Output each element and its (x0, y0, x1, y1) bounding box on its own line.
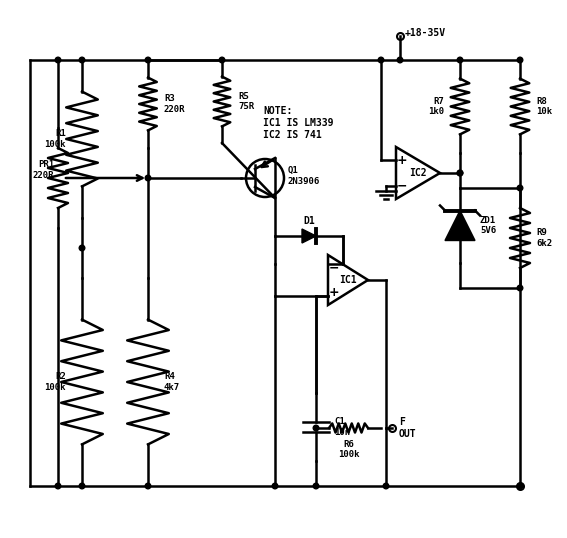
Circle shape (517, 185, 523, 191)
Circle shape (517, 285, 523, 291)
Text: R4
4k7: R4 4k7 (164, 372, 180, 392)
Text: R5
75R: R5 75R (238, 92, 254, 111)
Circle shape (457, 170, 463, 176)
Circle shape (145, 57, 151, 63)
Text: +: + (329, 286, 339, 299)
Text: NOTE:
IC1 IS LM339
IC2 IS 741: NOTE: IC1 IS LM339 IC2 IS 741 (263, 107, 333, 139)
Text: IC2: IC2 (409, 168, 427, 178)
Circle shape (383, 483, 389, 489)
Circle shape (145, 483, 151, 489)
Text: +18-35V: +18-35V (405, 28, 446, 38)
Polygon shape (302, 229, 316, 243)
Circle shape (79, 245, 85, 251)
Text: C1
10n: C1 10n (334, 417, 350, 437)
Circle shape (79, 57, 85, 63)
Circle shape (313, 425, 319, 431)
Text: −: − (329, 261, 339, 274)
Text: R8
10k: R8 10k (536, 97, 552, 116)
Text: ZD1
5V6: ZD1 5V6 (480, 216, 496, 235)
Text: R9
6k2: R9 6k2 (536, 228, 552, 247)
Circle shape (457, 57, 463, 63)
Text: +: + (397, 153, 407, 166)
Circle shape (517, 57, 523, 63)
Circle shape (145, 175, 151, 181)
Text: Q1
2N3906: Q1 2N3906 (288, 166, 320, 186)
Circle shape (55, 483, 61, 489)
Text: F
OUT: F OUT (399, 417, 417, 439)
Circle shape (79, 483, 85, 489)
Text: R3
220R: R3 220R (164, 94, 185, 114)
Text: R1
100k: R1 100k (44, 129, 66, 148)
Text: D1: D1 (303, 216, 315, 226)
Circle shape (313, 483, 319, 489)
Text: R7
1k0: R7 1k0 (428, 97, 444, 116)
Circle shape (55, 57, 61, 63)
Circle shape (219, 57, 225, 63)
Circle shape (272, 483, 278, 489)
Text: PR1
220R: PR1 220R (32, 160, 54, 180)
Circle shape (378, 57, 384, 63)
Text: IC1: IC1 (339, 275, 357, 285)
Circle shape (397, 57, 403, 63)
Polygon shape (445, 210, 475, 240)
Text: R2
100k: R2 100k (44, 372, 66, 392)
Circle shape (457, 170, 463, 176)
Text: R6
100k: R6 100k (338, 440, 359, 459)
Text: −: − (397, 180, 407, 193)
Circle shape (517, 483, 523, 489)
